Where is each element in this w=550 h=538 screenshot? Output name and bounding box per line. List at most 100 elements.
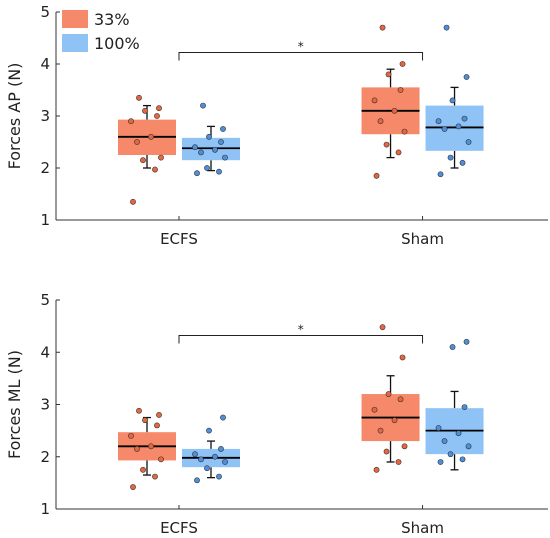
data-point <box>204 165 210 171</box>
data-point <box>465 443 472 450</box>
data-point <box>395 459 402 465</box>
data-point <box>148 133 154 140</box>
data-point <box>455 123 462 130</box>
data-point <box>154 113 160 119</box>
legend-swatch <box>62 10 88 28</box>
y-axis-label: Forces AP (N) <box>5 63 24 170</box>
data-point <box>373 172 380 179</box>
y-tick-label: 5 <box>40 3 50 21</box>
data-point <box>397 87 404 93</box>
data-point <box>447 154 454 161</box>
data-point <box>140 157 146 164</box>
data-point <box>461 115 468 122</box>
data-point <box>379 324 386 331</box>
data-point <box>459 456 466 463</box>
data-point <box>222 154 228 161</box>
data-point <box>371 97 378 104</box>
data-point <box>194 477 200 484</box>
data-point <box>449 344 456 350</box>
y-tick-label: 4 <box>40 55 50 73</box>
data-point <box>455 430 462 437</box>
data-point <box>152 166 158 173</box>
significance-star: * <box>298 323 304 337</box>
data-point <box>399 61 406 67</box>
y-tick-label: 3 <box>40 107 50 125</box>
data-point <box>156 412 162 418</box>
data-point <box>134 139 140 145</box>
data-point <box>447 451 454 458</box>
data-point <box>437 459 444 465</box>
data-point <box>449 97 456 104</box>
data-point <box>377 427 384 434</box>
legend-swatch <box>62 34 88 52</box>
data-point <box>200 102 206 109</box>
panel-forces-ml: 1 2 3 4 5 Forces ML (N) ECFS Sham * <box>5 291 548 537</box>
data-point <box>194 170 200 177</box>
x-tick-label: Sham <box>401 519 444 537</box>
legend-label: 33% <box>94 10 130 29</box>
y-tick-label: 2 <box>40 159 50 177</box>
data-point <box>401 128 408 135</box>
data-point <box>142 417 148 424</box>
data-point <box>220 126 226 132</box>
data-point <box>435 425 442 431</box>
data-point <box>383 448 390 455</box>
data-point <box>216 473 222 480</box>
data-point <box>463 338 470 345</box>
data-point <box>385 391 392 397</box>
data-point <box>373 466 380 473</box>
data-point <box>397 396 404 403</box>
data-point <box>377 118 384 125</box>
data-point <box>192 144 198 151</box>
data-point <box>465 139 472 145</box>
data-point <box>128 432 134 439</box>
data-point <box>459 159 466 166</box>
significance-bracket <box>178 52 424 61</box>
data-point <box>461 404 468 411</box>
x-tick-label: ECFS <box>160 519 198 537</box>
data-point <box>379 24 386 31</box>
data-point <box>128 118 134 125</box>
data-point <box>218 139 224 145</box>
data-point <box>383 141 390 148</box>
legend-label: 100% <box>94 34 140 53</box>
data-point <box>435 118 442 125</box>
data-point <box>212 146 218 153</box>
data-point <box>134 446 140 452</box>
data-point <box>156 105 162 112</box>
data-point <box>401 443 408 450</box>
y-tick-label: 5 <box>40 291 50 309</box>
data-point <box>385 71 392 78</box>
data-point <box>441 438 448 444</box>
data-point <box>399 354 406 361</box>
data-point <box>136 94 142 101</box>
y-tick-label: 4 <box>40 343 50 361</box>
data-point <box>142 107 148 114</box>
data-point <box>222 459 228 465</box>
data-point <box>463 74 470 80</box>
data-point <box>441 126 448 132</box>
data-point <box>220 414 226 421</box>
data-point <box>443 24 450 31</box>
panel-forces-ap: 1 2 3 4 5 Forces AP (N) ECFS Sham * <box>5 3 548 248</box>
data-point <box>204 465 210 472</box>
data-point <box>158 456 164 463</box>
data-point <box>148 443 154 450</box>
y-tick-label: 1 <box>40 211 50 229</box>
significance-star: * <box>298 40 304 54</box>
y-tick-label: 2 <box>40 448 50 466</box>
data-point <box>192 451 198 458</box>
data-point <box>391 107 398 114</box>
data-point <box>136 407 142 414</box>
data-point <box>371 406 378 413</box>
data-point <box>130 484 136 490</box>
data-point <box>218 446 224 452</box>
data-point <box>206 133 212 140</box>
data-point <box>212 453 218 460</box>
data-point <box>152 473 158 480</box>
y-axis-label: Forces ML (N) <box>5 350 24 459</box>
data-point <box>395 149 402 156</box>
x-tick-label: ECFS <box>160 230 198 248</box>
data-point <box>198 149 204 156</box>
